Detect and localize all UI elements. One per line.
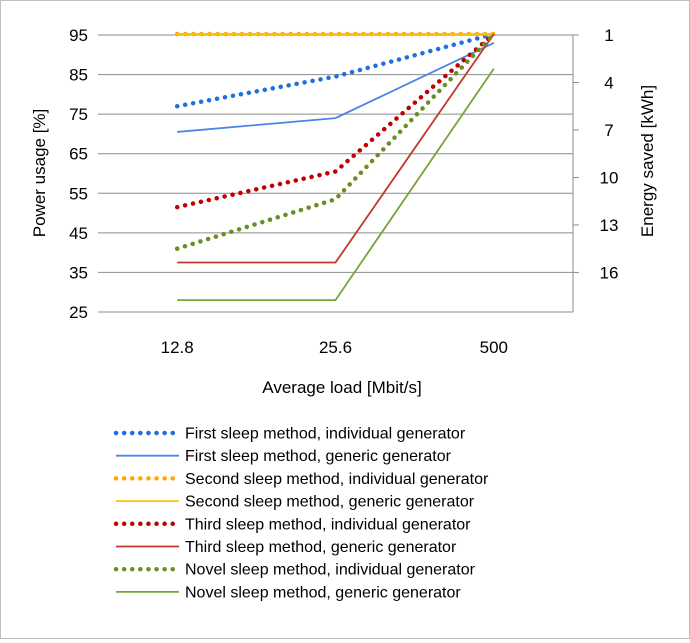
series-line [174,31,497,109]
y-tick-label: 45 [69,224,88,243]
legend-label: First sleep method, individual generator [185,426,466,443]
y-tick-label: 25 [69,303,88,322]
y-axis-title: Power usage [%] [30,109,49,238]
legend-label: Novel sleep method, individual generator [185,562,476,579]
x-tick-label: 25.6 [319,338,352,357]
legend-label: Third sleep method, individual generator [185,516,471,533]
y2-tick-label: 13 [600,216,619,235]
legend-label: Third sleep method, generic generator [185,539,457,556]
y-tick-label: 85 [69,66,88,85]
legend-label: Novel sleep method, generic generator [185,584,461,601]
legend-label: Second sleep method, individual generato… [185,471,489,488]
y2-axis-title: Energy saved [kWh] [638,85,657,237]
legend-label: First sleep method, generic generator [185,448,452,465]
series-line [174,31,497,251]
y2-tick-label: 16 [600,263,619,282]
y-tick-label: 35 [69,263,88,282]
series-line [177,33,495,264]
gridlines [98,34,573,313]
y2-axis: 1 4 7 10 13 16 [572,26,619,312]
y2-tick-label: 7 [604,121,613,140]
x-tick-label: 12.8 [161,338,194,357]
x-axis-ticks: 12.8 25.6 500 [161,338,508,357]
y2-tick-label: 4 [604,73,613,92]
legend-label: Second sleep method, generic generator [185,494,475,511]
series-lines [174,31,497,302]
y2-tick-label: 10 [600,168,619,187]
x-axis-title: Average load [Mbit/s] [262,378,421,397]
x-tick-label: 500 [480,338,508,357]
y-axis-ticks: 25 35 45 55 65 75 85 95 [69,26,88,322]
y-tick-label: 95 [69,26,88,45]
legend: First sleep method, individual generator… [113,426,489,601]
y2-tick-label: 1 [604,26,613,45]
y-tick-label: 65 [69,145,88,164]
y-tick-label: 75 [69,105,88,124]
series-line [177,42,495,133]
series-line [174,31,497,210]
series-line [177,68,495,302]
y-tick-label: 55 [69,184,88,203]
